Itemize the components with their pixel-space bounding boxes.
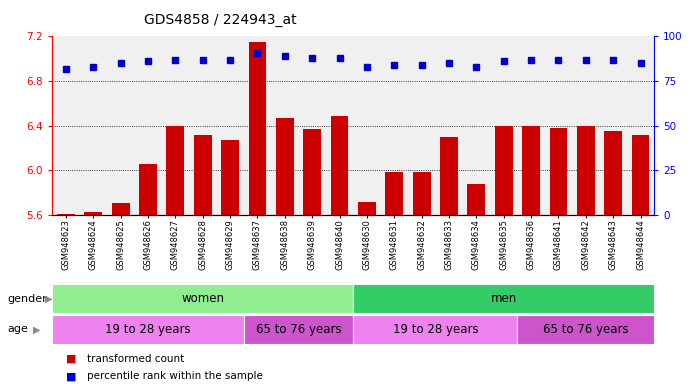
Text: ▶: ▶ [33, 324, 41, 334]
Bar [353, 315, 517, 344]
Bar [550, 128, 567, 215]
Bar [303, 129, 321, 215]
Bar [331, 116, 349, 215]
Text: gender: gender [7, 293, 47, 304]
Bar [276, 118, 294, 215]
Bar [221, 140, 239, 215]
Text: GDS4858 / 224943_at: GDS4858 / 224943_at [145, 13, 297, 27]
Bar [517, 315, 654, 344]
Bar [353, 284, 654, 313]
Bar [440, 137, 458, 215]
Bar [139, 164, 157, 215]
Bar [468, 184, 485, 215]
Text: 19 to 28 years: 19 to 28 years [105, 323, 191, 336]
Bar [413, 172, 431, 215]
Bar [358, 202, 376, 215]
Text: men: men [491, 292, 517, 305]
Bar [52, 284, 353, 313]
Bar [166, 126, 184, 215]
Text: ■: ■ [66, 354, 77, 364]
Bar [52, 315, 244, 344]
Text: ■: ■ [66, 371, 77, 381]
Text: 65 to 76 years: 65 to 76 years [543, 323, 628, 336]
Text: 19 to 28 years: 19 to 28 years [393, 323, 478, 336]
Bar [57, 214, 74, 215]
Text: 65 to 76 years: 65 to 76 years [255, 323, 341, 336]
Bar [112, 203, 129, 215]
Text: ▶: ▶ [45, 293, 53, 304]
Text: women: women [181, 292, 224, 305]
Bar [386, 172, 403, 215]
Bar [84, 212, 102, 215]
Bar [577, 126, 594, 215]
Bar [604, 131, 622, 215]
Bar [632, 135, 649, 215]
Text: transformed count: transformed count [87, 354, 184, 364]
Text: age: age [7, 324, 28, 334]
Bar [244, 315, 353, 344]
Bar [522, 126, 540, 215]
Bar [495, 126, 513, 215]
Bar [193, 135, 212, 215]
Text: percentile rank within the sample: percentile rank within the sample [87, 371, 263, 381]
Bar [248, 42, 267, 215]
